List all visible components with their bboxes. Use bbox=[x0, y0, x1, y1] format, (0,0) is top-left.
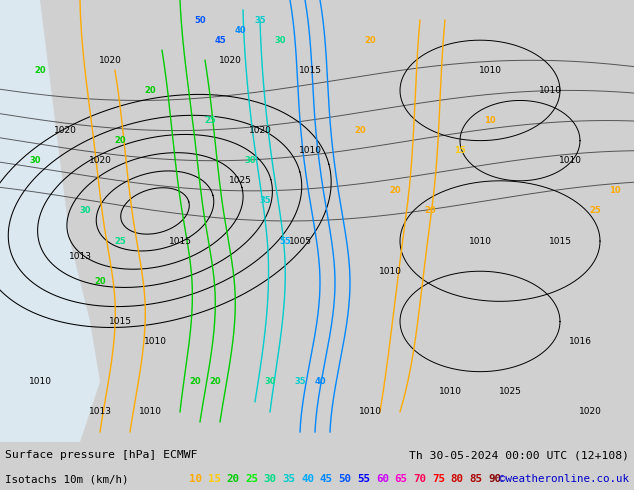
Text: 30: 30 bbox=[264, 474, 277, 485]
Text: 55: 55 bbox=[357, 474, 370, 485]
Text: 1010: 1010 bbox=[143, 337, 167, 346]
Text: 20: 20 bbox=[144, 86, 156, 95]
Text: 40: 40 bbox=[234, 25, 246, 35]
Text: 75: 75 bbox=[432, 474, 445, 485]
Text: 30: 30 bbox=[79, 206, 91, 216]
Text: Surface pressure [hPa] ECMWF: Surface pressure [hPa] ECMWF bbox=[5, 450, 198, 461]
Text: 50: 50 bbox=[194, 16, 206, 24]
Text: 1013: 1013 bbox=[68, 252, 91, 261]
Text: 80: 80 bbox=[451, 474, 464, 485]
Text: 25: 25 bbox=[589, 206, 601, 216]
Text: 1005: 1005 bbox=[288, 237, 311, 245]
Text: 20: 20 bbox=[94, 277, 106, 286]
Text: 15: 15 bbox=[208, 474, 221, 485]
Text: 1020: 1020 bbox=[219, 56, 242, 65]
Text: 30: 30 bbox=[264, 377, 276, 386]
Text: 35: 35 bbox=[254, 16, 266, 24]
Text: 50: 50 bbox=[339, 474, 352, 485]
Text: 15: 15 bbox=[454, 146, 466, 155]
Text: 1020: 1020 bbox=[53, 126, 77, 135]
Text: 1020: 1020 bbox=[579, 407, 602, 416]
Text: 85: 85 bbox=[469, 474, 482, 485]
Text: 20: 20 bbox=[34, 66, 46, 75]
Text: 20: 20 bbox=[389, 186, 401, 196]
Text: ©weatheronline.co.uk: ©weatheronline.co.uk bbox=[499, 474, 629, 485]
Text: Isotachs 10m (km/h): Isotachs 10m (km/h) bbox=[5, 474, 129, 485]
Text: 1010: 1010 bbox=[559, 156, 581, 165]
Text: 20: 20 bbox=[354, 126, 366, 135]
Text: 1010: 1010 bbox=[358, 407, 382, 416]
Text: 1025: 1025 bbox=[498, 387, 521, 396]
Text: 1010: 1010 bbox=[538, 86, 562, 95]
Text: 40: 40 bbox=[314, 377, 326, 386]
Text: 1010: 1010 bbox=[138, 407, 162, 416]
Text: 25: 25 bbox=[114, 237, 126, 245]
Text: 10: 10 bbox=[609, 186, 621, 196]
Text: 1020: 1020 bbox=[98, 56, 122, 65]
Text: 45: 45 bbox=[214, 36, 226, 45]
Polygon shape bbox=[0, 0, 100, 442]
Text: 1010: 1010 bbox=[439, 387, 462, 396]
Text: 1025: 1025 bbox=[229, 176, 252, 185]
Text: 1015: 1015 bbox=[548, 237, 571, 245]
Text: 1015: 1015 bbox=[299, 66, 321, 75]
Text: 45: 45 bbox=[320, 474, 333, 485]
Text: 1010: 1010 bbox=[479, 66, 501, 75]
Text: 1020: 1020 bbox=[89, 156, 112, 165]
Text: 10: 10 bbox=[484, 116, 496, 125]
Text: 1010: 1010 bbox=[378, 267, 401, 276]
Text: 30: 30 bbox=[244, 156, 256, 165]
Text: 25: 25 bbox=[204, 116, 216, 125]
Text: 30: 30 bbox=[29, 156, 41, 165]
Text: 1010: 1010 bbox=[29, 377, 51, 386]
Text: 20: 20 bbox=[424, 206, 436, 216]
Text: 55: 55 bbox=[279, 237, 291, 245]
Text: 1010: 1010 bbox=[299, 146, 321, 155]
Text: 1015: 1015 bbox=[169, 237, 191, 245]
Text: 20: 20 bbox=[364, 36, 376, 45]
Text: 20: 20 bbox=[226, 474, 240, 485]
Text: 35: 35 bbox=[259, 196, 271, 205]
Text: 10: 10 bbox=[189, 474, 202, 485]
Text: 40: 40 bbox=[301, 474, 314, 485]
Text: 1013: 1013 bbox=[89, 407, 112, 416]
Text: 1010: 1010 bbox=[469, 237, 491, 245]
Text: 30: 30 bbox=[275, 36, 286, 45]
Text: Th 30-05-2024 00:00 UTC (12+108): Th 30-05-2024 00:00 UTC (12+108) bbox=[409, 450, 629, 461]
Text: 20: 20 bbox=[114, 136, 126, 145]
Text: 35: 35 bbox=[283, 474, 295, 485]
Text: 60: 60 bbox=[376, 474, 389, 485]
Text: 20: 20 bbox=[189, 377, 201, 386]
Text: 25: 25 bbox=[245, 474, 258, 485]
Text: 1016: 1016 bbox=[569, 337, 592, 346]
Text: 1020: 1020 bbox=[249, 126, 271, 135]
Text: 35: 35 bbox=[294, 377, 306, 386]
Text: 1015: 1015 bbox=[108, 317, 131, 326]
Text: 70: 70 bbox=[413, 474, 427, 485]
Text: 65: 65 bbox=[394, 474, 408, 485]
Text: 90: 90 bbox=[488, 474, 501, 485]
Text: 20: 20 bbox=[209, 377, 221, 386]
